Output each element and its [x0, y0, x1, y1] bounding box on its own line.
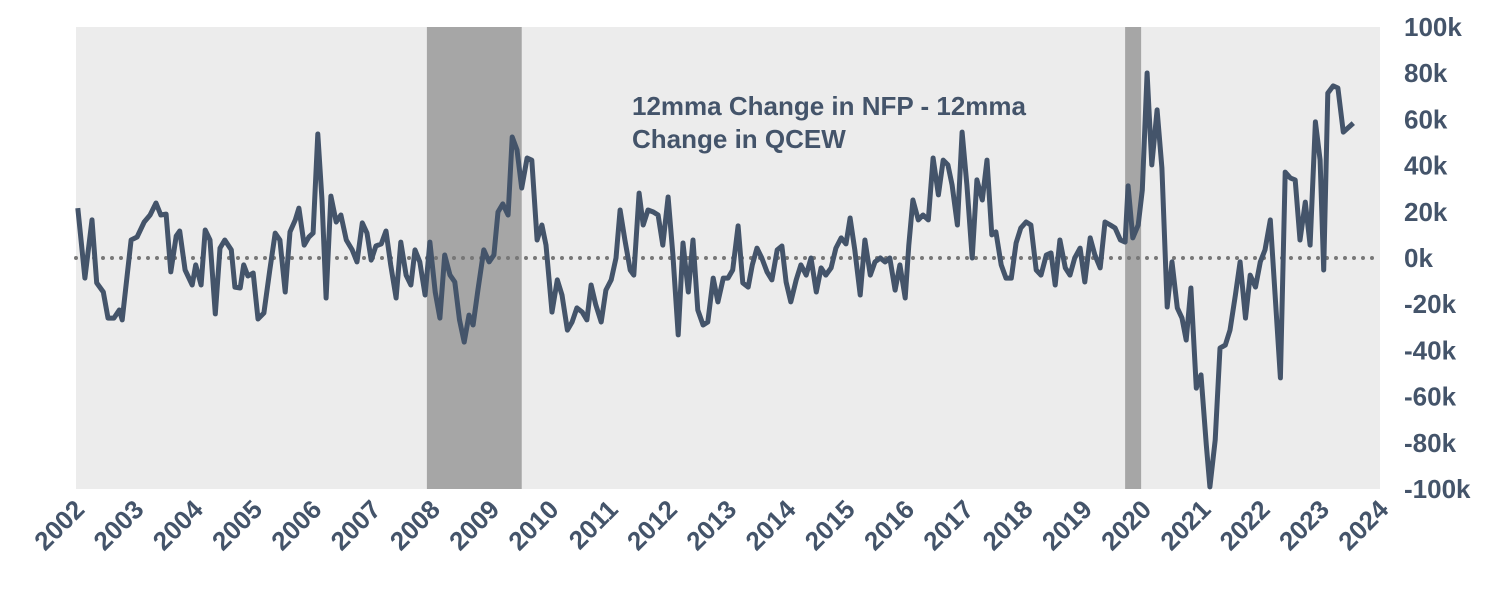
y-tick-label: -20k — [1404, 289, 1457, 319]
x-tick-label: 2024 — [1332, 494, 1394, 556]
series-line — [75, 70, 1355, 490]
x-tick-label: 2011 — [563, 494, 624, 555]
recession-shade — [1125, 27, 1142, 489]
x-tick-label: 2007 — [324, 494, 386, 556]
y-tick-label: -40k — [1404, 335, 1457, 365]
y-tick-label: 100k — [1404, 12, 1462, 42]
x-tick-label: 2012 — [621, 494, 683, 556]
x-tick-label: 2023 — [1273, 494, 1335, 556]
x-tick-label: 2018 — [976, 494, 1038, 556]
x-tick-label: 2013 — [680, 494, 742, 556]
chart-title: 12mma Change in NFP - 12mma Change in QC… — [632, 91, 1026, 154]
x-tick-label: 2016 — [858, 494, 920, 556]
x-tick-label: 2003 — [87, 494, 149, 556]
x-tick-label: 2002 — [28, 494, 90, 556]
x-tick-label: 2017 — [917, 494, 979, 556]
y-tick-label: 20k — [1404, 197, 1448, 227]
x-tick-label: 2004 — [147, 494, 209, 556]
x-tick-label: 2008 — [384, 494, 446, 556]
x-tick-label: 2006 — [265, 494, 327, 556]
x-tick-label: 2019 — [1036, 494, 1098, 556]
y-tick-label: -60k — [1404, 382, 1457, 412]
y-tick-label: -80k — [1404, 428, 1457, 458]
x-tick-label: 2010 — [502, 494, 564, 556]
x-tick-label: 2022 — [1214, 494, 1276, 556]
x-tick-label: 2014 — [739, 494, 801, 556]
x-tick-label: 2015 — [799, 494, 861, 556]
x-tick-label: 2020 — [1095, 494, 1157, 556]
y-tick-label: -100k — [1404, 474, 1471, 504]
y-tick-label: 80k — [1404, 58, 1448, 88]
x-tick-label: 2009 — [443, 494, 505, 556]
x-tick-label: 2021 — [1154, 494, 1216, 556]
x-tick-label: 2005 — [206, 494, 268, 556]
y-tick-label: 40k — [1404, 151, 1448, 181]
y-tick-label: 60k — [1404, 104, 1448, 134]
y-tick-label: 0k — [1404, 243, 1433, 273]
